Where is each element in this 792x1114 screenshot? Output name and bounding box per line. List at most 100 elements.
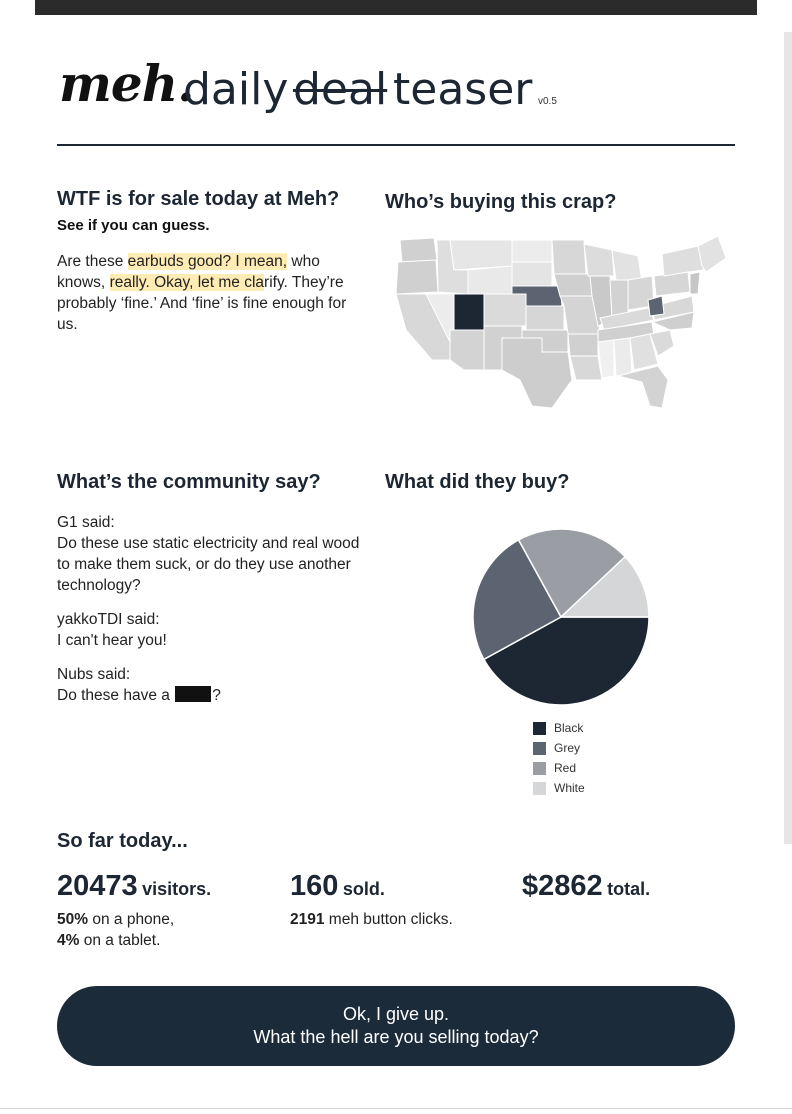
legend-swatch bbox=[533, 741, 546, 755]
pie-legend: Black Grey Red White bbox=[533, 718, 653, 798]
comment-author[interactable]: Nubs said: bbox=[57, 666, 131, 683]
comment: yakkoTDI said: I can't hear you! bbox=[57, 609, 362, 651]
desc-highlight-2: really. Okay, let me cla bbox=[109, 274, 265, 291]
page-header: meh. daily deal teaser v0.5 bbox=[57, 52, 735, 146]
stats-section: So far today... bbox=[57, 830, 188, 853]
desc-part-3: rify. They’re probably ‘fine.’ And ‘fine… bbox=[57, 274, 347, 333]
total-value: $2862 bbox=[522, 870, 603, 902]
comment-author[interactable]: G1 said: bbox=[57, 514, 115, 531]
state-fl bbox=[617, 365, 669, 409]
state-co bbox=[483, 293, 527, 327]
sold-unit: sold. bbox=[342, 879, 385, 899]
comment-list: G1 said: Do these use static electricity… bbox=[57, 512, 362, 706]
legend-swatch bbox=[533, 721, 546, 735]
desc-part-2: who knows, bbox=[57, 253, 320, 291]
state-mi bbox=[611, 249, 643, 283]
state-nc bbox=[650, 311, 695, 331]
legend-item: White bbox=[533, 778, 653, 798]
sold-stat: 160 sold. 2191 meh button clicks. bbox=[290, 870, 510, 930]
sale-subheading: See if you can guess. bbox=[57, 217, 210, 234]
clicks-value: 2191 bbox=[290, 911, 325, 928]
legend-label: Grey bbox=[554, 741, 581, 755]
state-al bbox=[613, 337, 633, 377]
state-ia bbox=[553, 273, 593, 297]
stats-heading: So far today... bbox=[57, 830, 188, 852]
comment-author[interactable]: yakkoTDI said: bbox=[57, 611, 160, 628]
state-ar bbox=[567, 333, 599, 357]
clicks-stat: 2191 meh button clicks. bbox=[290, 909, 510, 930]
state-or bbox=[395, 259, 439, 295]
comment: G1 said: Do these use static electricity… bbox=[57, 512, 362, 596]
comment-text-before: Do these have a bbox=[57, 687, 175, 704]
title-teaser: teaser bbox=[393, 64, 533, 115]
state-wy bbox=[467, 265, 513, 295]
state-ga bbox=[629, 333, 659, 371]
pie-slice-white bbox=[559, 555, 650, 618]
state-ms bbox=[597, 339, 615, 379]
version-label: v0.5 bbox=[538, 96, 557, 107]
tablet-stat: 4% on a tablet. bbox=[57, 930, 277, 951]
desc-part-1: Are these bbox=[57, 253, 128, 270]
state-nd bbox=[511, 239, 553, 263]
state-mn bbox=[551, 239, 587, 275]
desc-highlight-1: earbuds good? I mean, bbox=[127, 253, 288, 270]
visitors-unit: visitors. bbox=[142, 879, 212, 899]
meh-logo[interactable]: meh. bbox=[59, 54, 194, 113]
state-ny bbox=[661, 245, 705, 277]
pie-slice-black bbox=[482, 616, 650, 706]
legend-item: Black bbox=[533, 718, 653, 738]
legend-swatch bbox=[533, 761, 546, 775]
reveal-deal-button[interactable]: Ok, I give up. What the hell are you sel… bbox=[57, 986, 735, 1066]
clicks-text: meh button clicks. bbox=[328, 911, 453, 928]
phone-stat: 50% on a phone, bbox=[57, 909, 277, 930]
visitors-stat: 20473 visitors. 50% on a phone, 4% on a … bbox=[57, 870, 277, 951]
state-nj-md bbox=[689, 271, 701, 295]
state-wa bbox=[399, 237, 438, 263]
pie-slice-red bbox=[517, 528, 627, 619]
state-mt bbox=[449, 239, 513, 271]
state-az bbox=[449, 329, 485, 371]
state-ks bbox=[525, 305, 565, 331]
state-ne-states bbox=[697, 235, 727, 273]
cta-line-2: What the hell are you selling today? bbox=[253, 1027, 539, 1047]
legend-item: Red bbox=[533, 758, 653, 778]
phone-text: on a phone, bbox=[92, 911, 175, 928]
comment-text-after: ? bbox=[212, 687, 221, 704]
state-tx bbox=[501, 337, 573, 409]
legend-item: Grey bbox=[533, 738, 653, 758]
buyers-heading: Who’s buying this crap? bbox=[385, 191, 617, 213]
sale-section: WTF is for sale today at Meh? See if you… bbox=[57, 188, 367, 335]
top-bar bbox=[35, 0, 757, 15]
comment-text: I can't hear you! bbox=[57, 632, 167, 649]
us-buyers-map bbox=[392, 230, 732, 415]
sale-heading: WTF is for sale today at Meh? bbox=[57, 188, 340, 210]
comment-text: Do these use static electricity and real… bbox=[57, 535, 360, 594]
tablet-text: on a tablet. bbox=[83, 932, 161, 949]
state-wv bbox=[647, 295, 665, 317]
total-stat: $2862 total. bbox=[522, 870, 732, 903]
legend-label: White bbox=[554, 781, 585, 795]
scrollbar[interactable] bbox=[784, 32, 792, 844]
legend-label: Red bbox=[554, 761, 577, 775]
sale-description: Are these earbuds good? I mean, who know… bbox=[57, 251, 362, 335]
community-section: What’s the community say? G1 said: Do th… bbox=[57, 471, 362, 706]
pie-slice-grey bbox=[472, 538, 563, 661]
phone-pct: 50% bbox=[57, 911, 89, 928]
legend-label: Black bbox=[554, 721, 584, 735]
page-bottom-divider bbox=[0, 1108, 792, 1109]
legend-swatch bbox=[533, 781, 546, 795]
comment: Nubs said: Do these have a ? bbox=[57, 664, 362, 706]
total-unit: total. bbox=[607, 879, 651, 899]
purchase-section: What did they buy? bbox=[385, 471, 569, 494]
buyers-section: Who’s buying this crap? bbox=[385, 191, 616, 214]
color-pie-chart bbox=[470, 512, 652, 708]
redacted-word bbox=[175, 686, 212, 702]
state-sd bbox=[511, 261, 553, 287]
sold-value: 160 bbox=[290, 870, 339, 902]
pie-chart-svg bbox=[472, 528, 650, 706]
cta-line-1: Ok, I give up. bbox=[342, 1004, 450, 1024]
state-pa bbox=[653, 271, 691, 297]
tablet-pct: 4% bbox=[57, 932, 80, 949]
title-deal-strikethrough: deal bbox=[293, 64, 388, 115]
visitors-value: 20473 bbox=[57, 870, 138, 902]
